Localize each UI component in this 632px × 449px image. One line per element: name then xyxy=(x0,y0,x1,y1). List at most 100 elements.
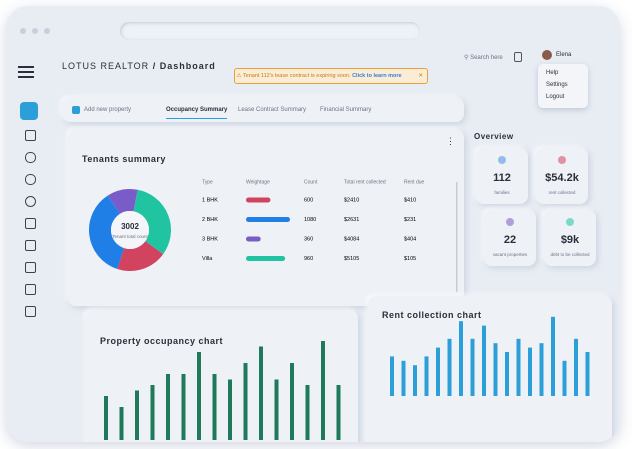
nav-icon[interactable] xyxy=(25,174,36,185)
bar xyxy=(321,341,325,440)
bar xyxy=(539,343,544,396)
nav-icon[interactable] xyxy=(25,218,36,229)
bar xyxy=(562,360,567,396)
column-header: Total rent collected xyxy=(344,179,386,185)
tab[interactable]: Financial Summary xyxy=(320,107,372,113)
row-type: 2 BHK xyxy=(202,217,218,223)
card-icon xyxy=(558,156,566,164)
card-value: 22 xyxy=(503,234,517,246)
more-button[interactable]: ⋮ xyxy=(446,136,455,146)
card-value: $54.2k xyxy=(545,172,579,184)
bar-chart xyxy=(390,316,590,396)
bar xyxy=(585,352,590,396)
card-label: rent collected xyxy=(548,190,576,195)
bar xyxy=(482,325,486,396)
nav-icon[interactable] xyxy=(25,306,36,317)
tab-bar: Add new property Occupancy Summary Lease C… xyxy=(62,98,464,122)
card-label: families xyxy=(494,190,510,195)
alert-link[interactable]: Click to learn more xyxy=(352,73,402,79)
card-value: $9k xyxy=(560,234,580,246)
row-collected: $2631 xyxy=(344,217,359,223)
address-bar[interactable] xyxy=(120,22,420,40)
tenants-graphic: 3002 Tenant total count Type Weightage Count… xyxy=(89,179,458,292)
menu-item[interactable]: Logout xyxy=(546,94,565,100)
add-icon[interactable] xyxy=(72,106,80,114)
row-type: 1 BHK xyxy=(202,197,218,203)
window-dot[interactable] xyxy=(44,28,50,34)
row-count: 1080 xyxy=(304,217,316,223)
row-collected: $4084 xyxy=(344,236,359,242)
occupancy-panel: Property occupancy chart xyxy=(86,310,358,442)
user-name[interactable]: Elena xyxy=(556,52,572,58)
bar xyxy=(305,385,310,440)
bar xyxy=(104,396,108,440)
card-icon xyxy=(566,218,574,226)
bar xyxy=(390,356,394,396)
row-due: $105 xyxy=(404,256,416,262)
search-placeholder: Search here xyxy=(470,55,503,61)
chart-title: Property occupancy chart xyxy=(100,336,224,346)
overview-card[interactable]: $9k debt to be collected xyxy=(544,210,596,266)
bar xyxy=(197,352,201,440)
bar xyxy=(212,374,217,440)
row-type: Villa xyxy=(202,256,213,262)
nav-icon[interactable] xyxy=(25,196,36,207)
donut-segment xyxy=(117,240,164,271)
bar xyxy=(505,352,509,396)
menu-item[interactable]: Settings xyxy=(546,82,568,88)
bar xyxy=(401,360,406,396)
donut-total: 3002 xyxy=(121,222,139,231)
window-dot[interactable] xyxy=(20,28,26,34)
bar xyxy=(259,346,263,440)
rent-panel: Rent collection chart xyxy=(368,296,612,442)
weightage-bar xyxy=(246,197,271,203)
nav-dashboard[interactable] xyxy=(20,102,38,120)
overview-title: Overview xyxy=(474,132,514,141)
weightage-bar xyxy=(246,256,286,261)
overview-card[interactable]: $54.2k rent collected xyxy=(536,148,588,204)
bar xyxy=(181,374,186,440)
bar xyxy=(290,363,294,440)
bar-chart xyxy=(104,341,341,440)
column-header: Type xyxy=(202,179,213,185)
nav-icon[interactable] xyxy=(25,240,36,251)
overview-card[interactable]: 112 families xyxy=(476,148,528,204)
bar xyxy=(274,379,279,440)
window-dot[interactable] xyxy=(32,28,38,34)
menu-button[interactable] xyxy=(18,66,34,68)
nav-icon[interactable] xyxy=(25,262,36,273)
app-window: LOTUS REALTOR / Dashboard ⚲ Search here … xyxy=(6,6,620,442)
tab[interactable]: Lease Contract Summary xyxy=(238,107,307,113)
weightage-bar xyxy=(246,217,290,222)
nav-icon[interactable] xyxy=(25,130,36,141)
donut-segment xyxy=(89,195,125,269)
search-box[interactable]: ⚲ Search here xyxy=(464,55,503,61)
row-count: 960 xyxy=(304,256,313,262)
brand: LOTUS REALTOR xyxy=(62,61,150,71)
card-label: debt to be collected xyxy=(550,252,590,257)
weightage-bar xyxy=(246,236,261,242)
row-collected: $5105 xyxy=(344,256,359,262)
avatar[interactable] xyxy=(542,50,552,60)
alert-text: Tenant 112's lease contract is expiring … xyxy=(242,73,351,79)
column-header: Weightage xyxy=(246,179,270,185)
menu-item[interactable]: Help xyxy=(546,70,559,76)
alert-close[interactable]: ✕ xyxy=(418,73,423,79)
tab[interactable]: Occupancy Summary xyxy=(166,107,228,119)
bar xyxy=(150,385,155,440)
chart-title: Rent collection chart xyxy=(382,310,482,320)
bar xyxy=(228,379,232,440)
panel-title: Tenants summary xyxy=(82,154,166,164)
notifications[interactable] xyxy=(514,52,522,62)
scrollbar xyxy=(456,182,458,292)
overview-card[interactable]: 22 vacant properties xyxy=(484,210,536,266)
card-icon xyxy=(498,156,506,164)
nav-icon[interactable] xyxy=(25,284,36,295)
row-count: 360 xyxy=(304,236,313,242)
row-due: $404 xyxy=(404,236,416,242)
nav-icon[interactable] xyxy=(25,152,36,163)
bar xyxy=(336,385,341,440)
breadcrumb: LOTUS REALTOR / Dashboard xyxy=(62,61,216,71)
add-property[interactable]: Add new property xyxy=(84,107,132,113)
